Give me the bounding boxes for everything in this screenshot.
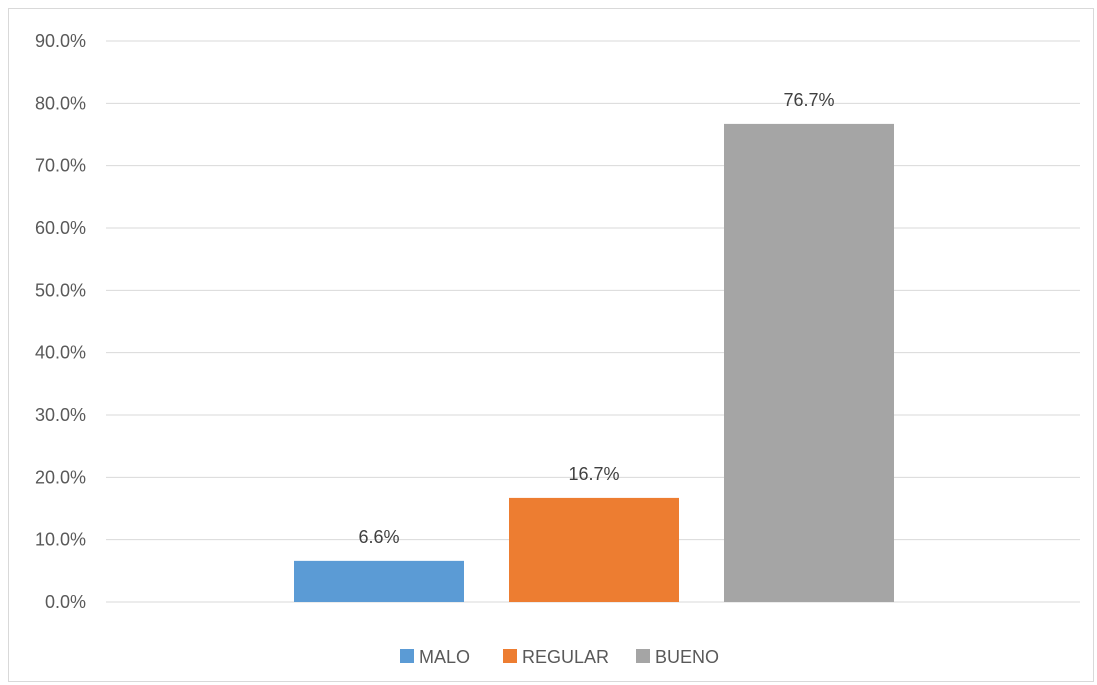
bar-regular (509, 497, 679, 602)
y-tick-label-8: 80.0% (35, 93, 86, 113)
y-tick-label-5: 50.0% (35, 280, 86, 300)
bar-malo (294, 560, 464, 602)
legend-swatch-malo (400, 649, 414, 663)
y-tick-label-3: 30.0% (35, 405, 86, 425)
data-label-bueno: 76.7% (783, 90, 834, 110)
y-tick-label-2: 20.0% (35, 467, 86, 487)
y-tick-label-1: 10.0% (35, 530, 86, 550)
y-tick-label-9: 90.0% (35, 31, 86, 51)
legend-swatch-regular (503, 649, 517, 663)
legend-label-malo: MALO (419, 647, 470, 667)
legend-label-regular: REGULAR (522, 647, 609, 667)
y-tick-label-0: 0.0% (45, 592, 86, 612)
y-tick-label-4: 40.0% (35, 343, 86, 363)
data-label-regular: 16.7% (568, 464, 619, 484)
bar-bueno (724, 123, 894, 603)
y-tick-label-6: 60.0% (35, 218, 86, 238)
legend-label-bueno: BUENO (655, 647, 719, 667)
legend-swatch-bueno (636, 649, 650, 663)
y-tick-label-7: 70.0% (35, 156, 86, 176)
data-label-malo: 6.6% (358, 527, 399, 547)
